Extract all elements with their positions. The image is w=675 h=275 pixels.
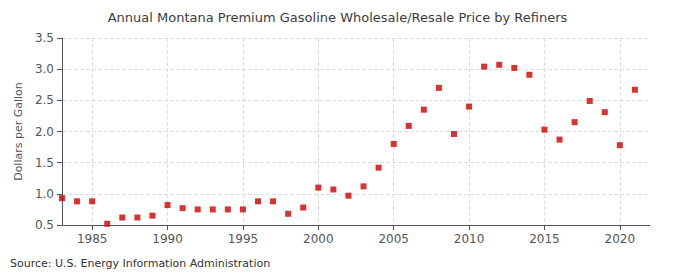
svg-text:Dollars per Gallon: Dollars per Gallon: [12, 82, 25, 181]
svg-text:2.0: 2.0: [35, 125, 54, 139]
svg-text:1.0: 1.0: [35, 187, 54, 201]
svg-text:3.0: 3.0: [35, 62, 54, 76]
svg-text:2010: 2010: [454, 232, 485, 246]
svg-text:1990: 1990: [152, 232, 183, 246]
svg-text:2005: 2005: [378, 232, 409, 246]
svg-text:2000: 2000: [303, 232, 334, 246]
svg-text:3.5: 3.5: [35, 31, 54, 45]
svg-text:Source: U.S. Energy Informatio: Source: U.S. Energy Information Administ…: [10, 257, 270, 270]
svg-text:Annual Montana Premium Gasolin: Annual Montana Premium Gasoline Wholesal…: [108, 10, 568, 25]
svg-text:1985: 1985: [77, 232, 108, 246]
svg-text:1.5: 1.5: [35, 156, 54, 170]
svg-text:2020: 2020: [605, 232, 636, 246]
svg-text:0.5: 0.5: [35, 218, 54, 232]
svg-text:2015: 2015: [529, 232, 560, 246]
svg-text:1995: 1995: [228, 232, 259, 246]
svg-text:2.5: 2.5: [35, 93, 54, 107]
